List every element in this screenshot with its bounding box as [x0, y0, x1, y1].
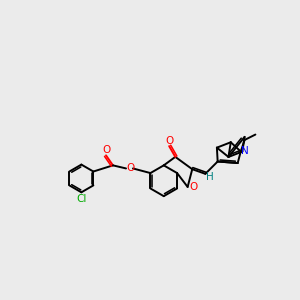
Text: O: O: [165, 136, 173, 146]
Text: O: O: [102, 145, 110, 155]
Text: Cl: Cl: [76, 194, 87, 204]
Text: O: O: [190, 182, 198, 192]
Text: O: O: [127, 164, 135, 173]
Text: H: H: [206, 172, 214, 182]
Text: N: N: [241, 146, 248, 156]
